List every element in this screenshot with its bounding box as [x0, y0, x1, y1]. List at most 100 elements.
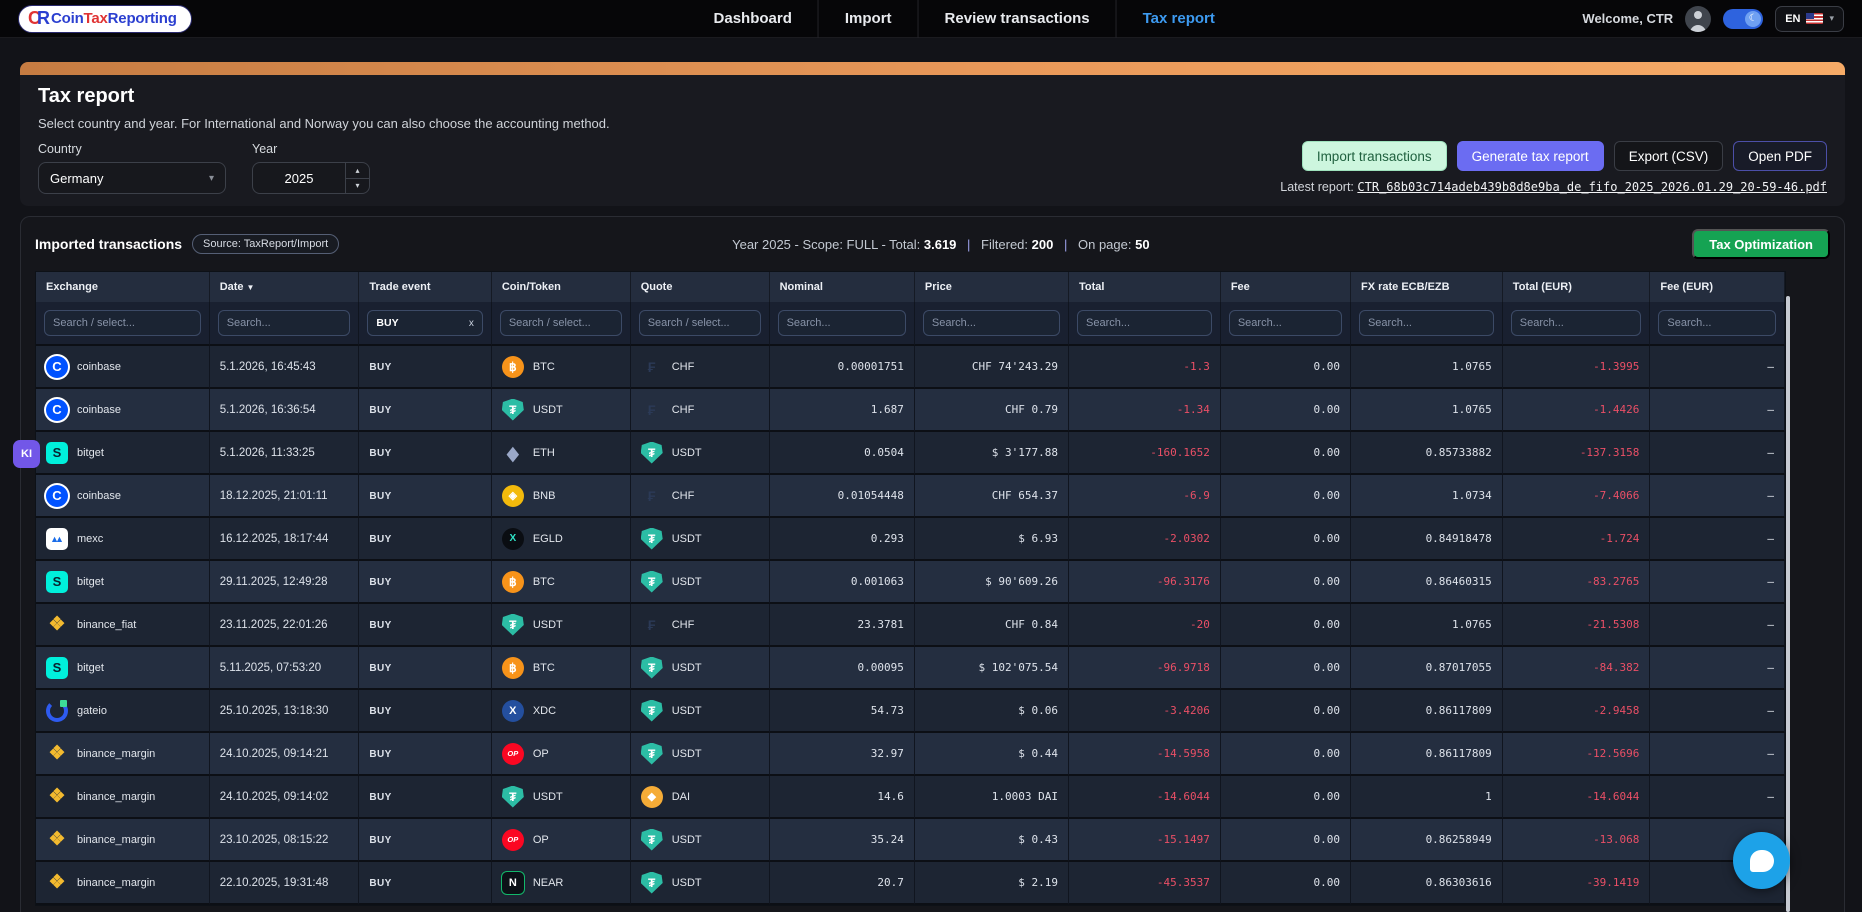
ki-side-badge[interactable]: KI [13, 440, 40, 468]
usdt-icon: ₮ [640, 656, 663, 679]
chat-widget-button[interactable] [1733, 832, 1790, 889]
clear-icon[interactable]: x [468, 317, 474, 329]
chf-icon: ₣ [647, 487, 656, 504]
cell-price: $ 90'609.26 [914, 561, 1069, 604]
cell-date: 16.12.2025, 18:17:44 [209, 518, 360, 561]
cell-total: -14.6044 [1069, 776, 1221, 819]
transaction-row[interactable]: ❖ binance_margin 23.10.2025, 08:15:22 BUY OP… [36, 819, 1785, 862]
filter-input-price[interactable] [922, 310, 1060, 336]
spinner-up-icon[interactable]: ▴ [355, 165, 360, 175]
column-header-fx-rate-ecb-ezb[interactable]: FX rate ECB/EZB [1350, 272, 1503, 302]
cell-total: -1.3 [1069, 346, 1221, 389]
cell-total: -160.1652 [1069, 432, 1221, 475]
btc-icon: ฿ [501, 570, 524, 593]
cell-nominal: 32.97 [769, 733, 915, 776]
nav-item-tax-report[interactable]: Tax report [1115, 0, 1241, 38]
cell-coin-token: ₮ USDT [491, 776, 631, 819]
filter-input-nominal[interactable] [777, 310, 906, 336]
cell-total: -2.0302 [1069, 518, 1221, 561]
cell-fx-rate: 1.0765 [1350, 389, 1503, 432]
source-badge: Source: TaxReport/Import [192, 234, 340, 254]
cell-quote: ₣ CHF [630, 389, 770, 432]
filter-input-fee[interactable] [1228, 310, 1342, 336]
cell-fee-eur: — [1650, 518, 1785, 561]
column-header-total-eur-[interactable]: Total (EUR) [1502, 272, 1651, 302]
person-icon [1694, 10, 1703, 19]
cell-coin-token: N NEAR [491, 862, 631, 905]
transaction-row[interactable]: ❖ binance_fiat 23.11.2025, 22:01:26 BUY ₮ USD… [36, 604, 1785, 647]
cell-coin-token: ฿ BTC [491, 647, 631, 690]
cell-coin-token: ฿ BTC [491, 561, 631, 604]
tax-optimization-button[interactable]: Tax Optimization [1692, 229, 1830, 259]
transaction-row[interactable]: gateio 25.10.2025, 13:18:30 BUY X XDC ₮ USDT 54… [36, 690, 1785, 733]
cell-quote: ₮ USDT [630, 733, 770, 776]
cell-price: CHF 654.37 [914, 475, 1069, 518]
filter-input-coin-token[interactable] [499, 310, 622, 336]
filter-input-total[interactable] [1077, 310, 1212, 336]
year-stepper[interactable]: 2025 ▴ ▾ [252, 162, 370, 194]
import-transactions-button[interactable]: Import transactions [1301, 141, 1447, 171]
cell-coin-token: ฿ BTC [491, 346, 631, 389]
filter-input-fee-eur-[interactable] [1658, 310, 1776, 336]
filter-input-exchange[interactable] [44, 310, 201, 336]
nav-item-dashboard[interactable]: Dashboard [713, 10, 792, 27]
cell-trade-event: BUY [359, 647, 492, 690]
usdt-icon: ₮ [640, 570, 663, 593]
column-header-trade-event[interactable]: Trade event [359, 272, 492, 302]
filter-input-date[interactable] [217, 310, 351, 336]
export-csv-button[interactable]: Export (CSV) [1613, 141, 1724, 171]
column-header-nominal[interactable]: Nominal [769, 272, 915, 302]
table-vertical-scrollbar[interactable] [1786, 296, 1790, 912]
dark-mode-toggle[interactable]: ☾ [1723, 8, 1764, 29]
spinner-down-icon[interactable]: ▾ [346, 177, 369, 194]
cell-total: -1.34 [1069, 389, 1221, 432]
cell-quote: ₮ USDT [630, 690, 770, 733]
latest-report-file-link[interactable]: CTR_68b03c714adeb439b8d8e9ba_de_fifo_202… [1357, 180, 1827, 194]
country-select[interactable]: Germany ▾ [38, 162, 226, 194]
column-header-date[interactable]: Date ▼ [209, 272, 360, 302]
cell-total-eur: -13.068 [1502, 819, 1651, 862]
column-header-fee[interactable]: Fee [1220, 272, 1351, 302]
transaction-row[interactable]: ❖ binance_margin 24.10.2025, 09:14:02 BUY ₮ U… [36, 776, 1785, 819]
transactions-table: Exchange Date ▼ Trade event Coin/Token Quote N… [35, 271, 1786, 906]
nav-item-review-transactions[interactable]: Review transactions [917, 0, 1116, 38]
mexc-icon: ▲▲ [46, 527, 68, 550]
cell-quote: ₮ USDT [630, 518, 770, 561]
filter-input-fx-rate-ecb-ezb[interactable] [1358, 310, 1494, 336]
generate-tax-report-button[interactable]: Generate tax report [1456, 141, 1604, 171]
trade-event-filter-chip[interactable]: BUY x [367, 310, 483, 336]
cell-total: -20 [1069, 604, 1221, 647]
column-header-quote[interactable]: Quote [630, 272, 770, 302]
column-header-coin-token[interactable]: Coin/Token [491, 272, 631, 302]
page-subtitle: Select country and year. For Internation… [38, 116, 610, 131]
transaction-row[interactable]: ▲▲ mexc 16.12.2025, 18:17:44 BUY X EGLD ₮ USDT 0… [36, 518, 1785, 561]
open-pdf-button[interactable]: Open PDF [1733, 141, 1827, 171]
cell-trade-event: BUY [359, 432, 492, 475]
column-header-fee-eur-[interactable]: Fee (EUR) [1650, 272, 1785, 302]
nav-item-import[interactable]: Import [817, 0, 918, 38]
filter-input-total-eur-[interactable] [1510, 310, 1642, 336]
column-header-total[interactable]: Total [1069, 272, 1221, 302]
cell-trade-event: BUY [359, 819, 492, 862]
column-header-price[interactable]: Price [914, 272, 1069, 302]
column-header-exchange[interactable]: Exchange [36, 272, 210, 302]
cell-nominal: 20.7 [769, 862, 915, 905]
bnb-icon: ◈ [501, 484, 524, 507]
user-avatar[interactable] [1685, 5, 1712, 32]
transactions-table-wrap: Exchange Date ▼ Trade event Coin/Token Quote N… [35, 271, 1786, 906]
transaction-row[interactable]: ❖ binance_margin 22.10.2025, 19:31:48 BUY N N… [36, 862, 1785, 905]
language-selector[interactable]: EN ▾ [1775, 5, 1844, 32]
cell-quote: ₮ USDT [630, 862, 770, 905]
filter-input-quote[interactable] [638, 310, 761, 336]
transaction-row[interactable]: ❖ binance_margin 24.10.2025, 09:14:21 BUY OP… [36, 733, 1785, 776]
filter-chip-value: BUY [376, 317, 399, 329]
